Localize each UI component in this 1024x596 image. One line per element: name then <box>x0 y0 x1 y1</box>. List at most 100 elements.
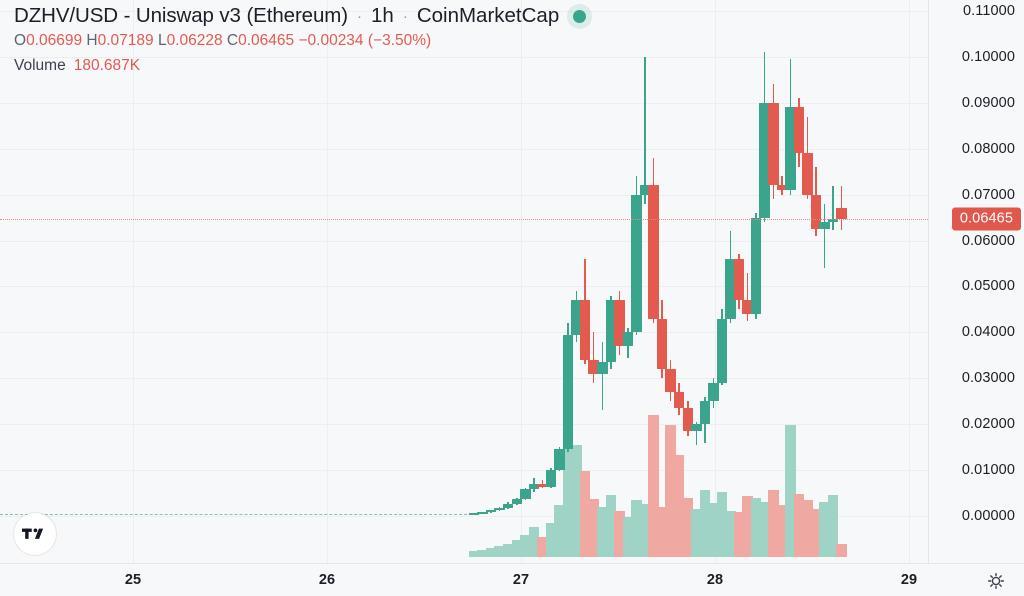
volume-bar <box>810 509 822 557</box>
volume-bar <box>468 551 480 557</box>
volume-bar <box>759 501 770 557</box>
gridline <box>0 286 928 288</box>
gridline <box>0 11 928 12</box>
candle-body <box>468 513 480 515</box>
volume-bar <box>597 506 608 557</box>
change-absolute: −0.00234 <box>298 32 364 49</box>
candle-body <box>827 219 839 223</box>
volume-bar <box>477 549 488 557</box>
volume-bar <box>656 507 668 557</box>
chart-legend[interactable]: DZHV/USD - Uniswap v3 (Ethereum) · 1h · … <box>14 4 587 75</box>
volume-bar <box>648 415 659 557</box>
volume-bar <box>691 509 702 557</box>
current-price-badge: 0.06465 <box>951 207 1021 231</box>
volume-row: Volume 180.687K <box>14 57 586 75</box>
volume-bar <box>545 522 557 557</box>
flat-baseline <box>0 513 472 515</box>
volume-bar <box>537 537 548 557</box>
candle-body <box>639 185 651 195</box>
tradingview-logo[interactable] <box>14 513 56 555</box>
volume-bar <box>485 547 497 557</box>
volume-bar <box>776 505 788 557</box>
gridline <box>327 0 328 563</box>
time-axis-tick: 26 <box>318 572 336 588</box>
volume-bar <box>605 494 617 557</box>
volume-bar <box>579 471 591 557</box>
candle-body <box>682 408 693 432</box>
candle-body <box>759 102 770 218</box>
candle-body <box>631 194 642 333</box>
candle-wick <box>781 176 783 195</box>
price-axis-tick: 0.10000 <box>961 48 1015 65</box>
candle-body <box>528 483 540 490</box>
candle-body <box>819 222 830 230</box>
candle-body <box>776 185 788 191</box>
volume-bar <box>588 498 599 557</box>
candle-body <box>554 449 565 471</box>
legend-separator-2: · <box>402 7 408 25</box>
data-source-label[interactable]: CoinMarketCap <box>416 4 560 27</box>
volume-value: 180.687K <box>73 57 141 74</box>
candle-body <box>750 217 762 314</box>
gridline <box>0 470 928 472</box>
candle-body <box>793 107 805 154</box>
candle-body <box>605 300 617 363</box>
volume-bar <box>725 510 736 557</box>
candle-wick <box>746 272 749 321</box>
candle-wick <box>592 332 595 383</box>
candle-wick <box>695 421 698 445</box>
price-axis-tick: 0.07000 <box>961 186 1015 203</box>
candle-body <box>597 362 608 374</box>
close-value: 0.06465 <box>238 32 295 49</box>
gridline <box>0 194 928 196</box>
open-label: O <box>14 32 27 49</box>
candle-body <box>665 369 676 393</box>
price-axis-tick: 0.02000 <box>961 416 1015 433</box>
gridline <box>0 424 928 426</box>
gridline <box>133 0 134 563</box>
candle-body <box>579 300 591 360</box>
candle-wick <box>601 341 603 411</box>
volume-bar <box>520 534 531 557</box>
symbol-title[interactable]: DZHV/USD - Uniswap v3 (Ethereum) <box>14 4 348 27</box>
close-label: C <box>226 32 239 49</box>
candle-wick <box>832 185 834 230</box>
candle-body <box>622 332 634 347</box>
interval-label[interactable]: 1h <box>371 4 394 27</box>
volume-bar <box>699 489 711 557</box>
volume-bar <box>528 526 540 557</box>
candle-wick <box>644 56 646 204</box>
volume-bar <box>614 510 625 557</box>
volume-bar <box>768 489 779 557</box>
volume-bar <box>665 424 676 557</box>
candle-body <box>742 300 753 314</box>
candle-body <box>716 318 728 383</box>
time-axis[interactable]: 25 26 27 28 29 <box>0 563 1024 596</box>
gridline <box>0 516 928 517</box>
volume-bar <box>708 502 719 557</box>
gear-icon[interactable] <box>986 571 1006 591</box>
candle-body <box>768 102 779 186</box>
price-axis-tick: 0.08000 <box>961 140 1015 157</box>
high-label: H <box>86 32 98 49</box>
chart-plot-area[interactable] <box>0 0 928 563</box>
low-value: 0.06228 <box>166 32 223 49</box>
candle-body <box>494 507 505 511</box>
volume-bar <box>802 500 813 557</box>
volume-bar <box>554 505 565 557</box>
candle-body <box>477 512 488 514</box>
volume-bar <box>682 497 693 557</box>
gridline <box>909 0 910 563</box>
gridline <box>0 378 928 380</box>
gridline <box>0 102 928 104</box>
legend-separator-1: · <box>357 7 362 25</box>
volume-bar <box>716 492 728 557</box>
candle-wick <box>840 185 843 231</box>
change-percent: (−3.50%) <box>367 32 432 49</box>
price-axis[interactable]: 0.11000 0.10000 0.09000 0.08000 0.07000 0.060… <box>928 0 1024 563</box>
price-axis-tick: 0.04000 <box>961 324 1015 341</box>
price-axis-tick: 0.06000 <box>961 232 1015 249</box>
candle-body <box>810 194 822 230</box>
gridline <box>521 0 522 563</box>
